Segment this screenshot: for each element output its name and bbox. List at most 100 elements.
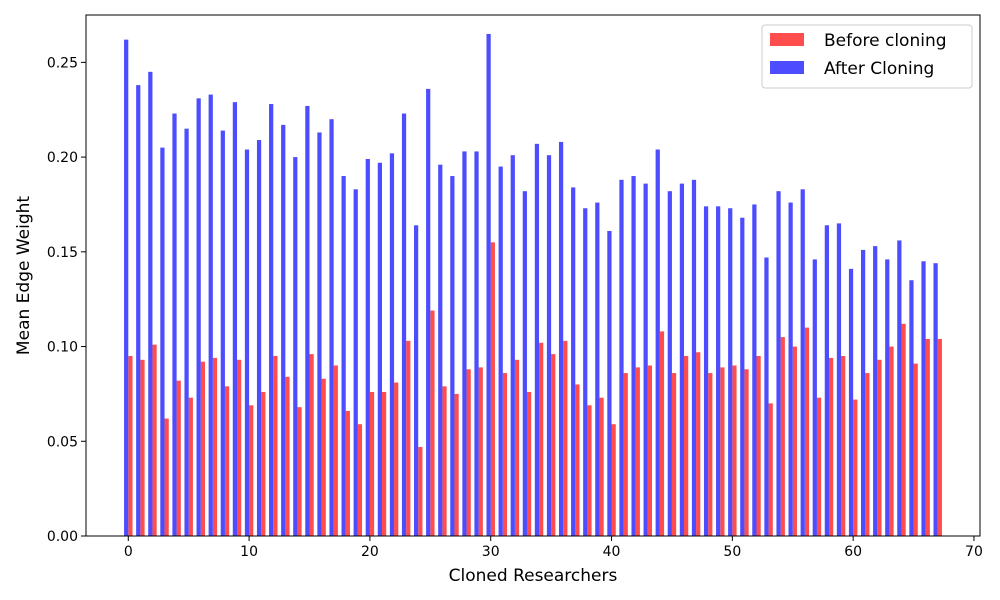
bar-before-cloning-50 xyxy=(732,365,737,536)
bar-after-cloning-37 xyxy=(571,187,576,536)
bar-before-cloning-62 xyxy=(877,359,882,536)
x-tick-label: 60 xyxy=(844,544,862,560)
bars-layer xyxy=(124,33,942,537)
bar-after-cloning-15 xyxy=(305,105,310,536)
x-axis-title: Cloned Researchers xyxy=(449,566,618,586)
bar-after-cloning-33 xyxy=(522,191,527,536)
bar-before-cloning-64 xyxy=(901,323,906,536)
x-tick-label: 50 xyxy=(723,544,741,560)
bar-after-cloning-10 xyxy=(244,149,250,536)
x-tick-label: 20 xyxy=(361,544,379,560)
bar-before-cloning-19 xyxy=(357,424,363,536)
bar-after-cloning-27 xyxy=(450,176,455,537)
bar-before-cloning-27 xyxy=(454,393,459,536)
bar-after-cloning-22 xyxy=(389,153,395,537)
bar-after-cloning-55 xyxy=(788,202,793,536)
bar-before-cloning-54 xyxy=(780,337,785,536)
bar-before-cloning-43 xyxy=(647,365,652,536)
bar-before-cloning-52 xyxy=(756,356,761,536)
x-tick-label: 30 xyxy=(482,544,500,560)
bar-before-cloning-45 xyxy=(671,373,677,536)
bar-after-cloning-23 xyxy=(401,113,407,537)
bar-before-cloning-39 xyxy=(599,397,604,536)
bar-before-cloning-23 xyxy=(406,340,411,536)
bar-after-cloning-53 xyxy=(764,257,769,536)
y-tick-label: 0.10 xyxy=(47,340,78,356)
y-tick-label: 0.25 xyxy=(47,55,78,71)
bar-before-cloning-41 xyxy=(623,373,628,536)
bar-before-cloning-0 xyxy=(128,356,133,536)
legend-swatch-after-cloning xyxy=(770,61,804,74)
x-axis-ticks: 0 10 20 30 40 50 60 70 xyxy=(124,536,983,560)
bar-before-cloning-29 xyxy=(478,367,483,536)
bar-before-cloning-47 xyxy=(696,352,701,536)
bar-before-cloning-25 xyxy=(430,310,435,536)
bar-after-cloning-44 xyxy=(655,149,660,536)
legend-label-before-cloning: Before cloning xyxy=(824,31,947,51)
bar-before-cloning-65 xyxy=(913,363,918,536)
bar-after-cloning-54 xyxy=(776,191,781,536)
bar-after-cloning-34 xyxy=(534,143,540,536)
x-tick-label: 0 xyxy=(124,544,133,560)
bar-before-cloning-34 xyxy=(539,342,544,536)
bar-after-cloning-11 xyxy=(256,140,262,537)
bar-after-cloning-2 xyxy=(148,71,153,536)
bar-after-cloning-39 xyxy=(595,202,600,536)
bar-after-cloning-0 xyxy=(124,39,129,536)
bar-before-cloning-31 xyxy=(502,373,508,536)
bar-before-cloning-22 xyxy=(394,382,399,536)
y-tick-label: 0.15 xyxy=(47,245,78,261)
bar-after-cloning-25 xyxy=(426,88,431,536)
bar-after-cloning-24 xyxy=(414,225,419,537)
bar-after-cloning-5 xyxy=(184,128,189,537)
bar-after-cloning-52 xyxy=(752,204,757,536)
y-tick-label: 0.20 xyxy=(47,150,78,166)
bar-before-cloning-60 xyxy=(853,399,858,536)
bar-after-cloning-14 xyxy=(293,157,298,536)
bar-after-cloning-20 xyxy=(365,158,370,537)
bar-after-cloning-61 xyxy=(861,249,866,537)
bar-after-cloning-31 xyxy=(498,166,503,536)
bar-after-cloning-48 xyxy=(703,206,709,536)
bar-after-cloning-12 xyxy=(269,104,274,536)
bar-before-cloning-24 xyxy=(418,446,423,536)
bar-before-cloning-53 xyxy=(768,403,773,536)
bar-after-cloning-65 xyxy=(909,280,914,536)
bar-before-cloning-58 xyxy=(828,357,834,536)
bar-before-cloning-32 xyxy=(514,359,520,536)
bar-after-cloning-41 xyxy=(619,179,624,536)
y-axis-ticks: 0.00 0.05 0.10 0.15 0.20 0.25 xyxy=(47,55,86,545)
bar-before-cloning-36 xyxy=(563,340,568,536)
bar-before-cloning-56 xyxy=(804,327,810,536)
y-tick-label: 0.00 xyxy=(47,529,78,545)
bar-after-cloning-67 xyxy=(933,263,938,536)
bar-before-cloning-28 xyxy=(466,369,471,536)
bar-before-cloning-40 xyxy=(611,424,616,536)
y-axis-title: Mean Edge Weight xyxy=(14,196,34,355)
bar-after-cloning-45 xyxy=(667,191,672,536)
bar-before-cloning-18 xyxy=(345,410,350,536)
bar-before-cloning-9 xyxy=(237,359,242,536)
bar-after-cloning-13 xyxy=(281,124,286,536)
bar-before-cloning-59 xyxy=(841,356,846,536)
bar-before-cloning-67 xyxy=(937,338,942,536)
bar-after-cloning-58 xyxy=(824,225,829,537)
plot-frame xyxy=(85,14,981,537)
bar-after-cloning-17 xyxy=(329,119,334,536)
bar-after-cloning-64 xyxy=(897,240,902,536)
bar-before-cloning-4 xyxy=(176,380,181,536)
bar-before-cloning-30 xyxy=(490,242,495,536)
bar-before-cloning-48 xyxy=(708,373,713,536)
legend-box xyxy=(761,24,973,89)
bar-after-cloning-1 xyxy=(136,85,141,536)
bar-before-cloning-44 xyxy=(659,331,665,536)
bar-after-cloning-63 xyxy=(885,259,890,536)
bar-after-cloning-56 xyxy=(800,189,805,537)
bar-before-cloning-61 xyxy=(865,373,870,536)
bar-before-cloning-11 xyxy=(261,392,266,536)
bar-after-cloning-16 xyxy=(317,132,322,536)
bar-after-cloning-46 xyxy=(679,183,685,537)
bar-after-cloning-62 xyxy=(873,246,878,536)
bar-after-cloning-32 xyxy=(510,155,515,536)
